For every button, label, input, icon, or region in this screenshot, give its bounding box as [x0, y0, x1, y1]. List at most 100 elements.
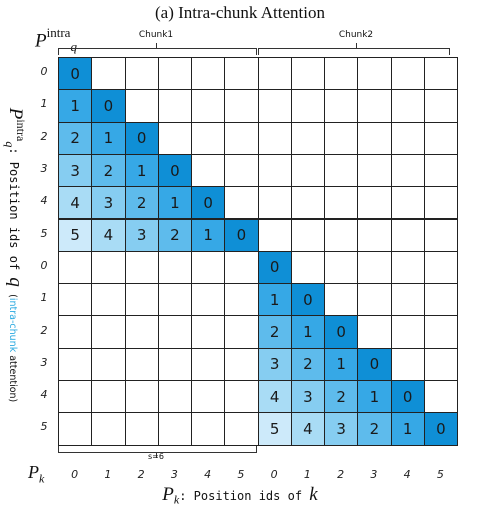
empty-cell [290, 186, 325, 220]
chunk-size-brace [58, 446, 257, 453]
empty-cell [390, 57, 425, 91]
attention-cell: 0 [357, 347, 392, 381]
empty-cell [91, 250, 126, 285]
col-label: 4 [403, 468, 411, 481]
attention-cell: 1 [324, 347, 359, 381]
empty-cell [357, 57, 392, 91]
empty-cell [224, 186, 259, 220]
empty-cell [324, 121, 359, 155]
y-axis-rest: attention) [7, 352, 18, 403]
row-label: 1 [40, 291, 48, 305]
empty-cell [290, 57, 325, 91]
empty-cell [357, 186, 392, 220]
y-axis-title: Pintraq: Position ids of q (intra-chunk … [3, 70, 28, 440]
y-axis-text: : Position ids of [7, 147, 21, 271]
empty-cell [257, 186, 292, 220]
empty-cell [157, 57, 192, 91]
pq-sup: intra [46, 25, 71, 40]
attention-cell: 3 [124, 218, 159, 252]
col-label: 5 [436, 468, 444, 481]
empty-cell [324, 57, 359, 91]
attention-cell: 2 [290, 347, 325, 381]
empty-cell [91, 347, 126, 381]
attention-cell: 1 [290, 315, 325, 349]
empty-cell [423, 315, 458, 349]
empty-cell [124, 89, 159, 123]
empty-cell [324, 153, 359, 188]
empty-cell [357, 121, 392, 155]
empty-cell [191, 347, 226, 381]
empty-cell [324, 283, 359, 317]
attention-cell: 2 [257, 315, 292, 349]
empty-cell [124, 412, 159, 446]
pq-sub: q [70, 39, 77, 55]
empty-cell [390, 186, 425, 220]
empty-cell [224, 412, 259, 446]
empty-cell [224, 347, 259, 381]
attention-cell: 0 [91, 89, 126, 123]
empty-cell [357, 315, 392, 349]
empty-cell [124, 57, 159, 91]
empty-cell [124, 315, 159, 349]
empty-cell [390, 315, 425, 349]
empty-cell [324, 250, 359, 285]
empty-cell [423, 347, 458, 381]
attention-cell: 0 [390, 380, 425, 414]
attention-cell: 3 [58, 153, 93, 188]
col-label: 5 [237, 468, 245, 481]
empty-cell [91, 380, 126, 414]
attention-cell: 1 [390, 412, 425, 446]
attention-cell: 2 [124, 186, 159, 220]
empty-cell [423, 380, 458, 414]
row-label: 2 [40, 323, 48, 337]
empty-cell [423, 57, 458, 91]
x-axis-sub: k [173, 492, 180, 507]
empty-cell [324, 218, 359, 252]
row-label: 3 [40, 162, 48, 176]
empty-cell [423, 186, 458, 220]
attention-cell: 2 [157, 218, 192, 252]
empty-cell [224, 153, 259, 188]
row-label: 2 [40, 129, 48, 143]
empty-cell [191, 315, 226, 349]
attention-cell: 1 [124, 153, 159, 188]
empty-cell [390, 153, 425, 188]
x-axis-text: : Position ids of [179, 489, 303, 503]
empty-cell [224, 57, 259, 91]
empty-cell [157, 89, 192, 123]
empty-cell [257, 153, 292, 188]
y-axis-sub: q [3, 141, 17, 148]
row-label: 4 [40, 388, 48, 402]
attention-cell: 5 [58, 218, 93, 252]
row-label: 5 [40, 420, 48, 434]
col-label: 3 [170, 468, 178, 481]
empty-cell [58, 283, 93, 317]
empty-cell [124, 250, 159, 285]
empty-cell [224, 315, 259, 349]
y-axis-var: q [5, 277, 26, 287]
attention-cell: 4 [91, 218, 126, 252]
attention-cell: 4 [58, 186, 93, 220]
empty-cell [58, 315, 93, 349]
attention-cell: 3 [257, 347, 292, 381]
attention-cell: 1 [357, 380, 392, 414]
row-label: 5 [40, 226, 48, 240]
empty-cell [191, 57, 226, 91]
x-axis-var: k [309, 484, 318, 505]
attention-cell: 1 [58, 89, 93, 123]
empty-cell [257, 89, 292, 123]
empty-cell [357, 250, 392, 285]
row-label: 1 [40, 97, 48, 111]
attention-cell: 0 [224, 218, 259, 252]
empty-cell [157, 347, 192, 381]
empty-cell [157, 121, 192, 155]
empty-cell [191, 89, 226, 123]
chunk-size-label: s=6 [148, 452, 164, 461]
empty-cell [58, 347, 93, 381]
col-label: 4 [204, 468, 212, 481]
row-label: 3 [40, 355, 48, 369]
empty-cell [124, 347, 159, 381]
attention-cell: 0 [423, 412, 458, 446]
attention-cell: 2 [58, 121, 93, 155]
empty-cell [58, 412, 93, 446]
